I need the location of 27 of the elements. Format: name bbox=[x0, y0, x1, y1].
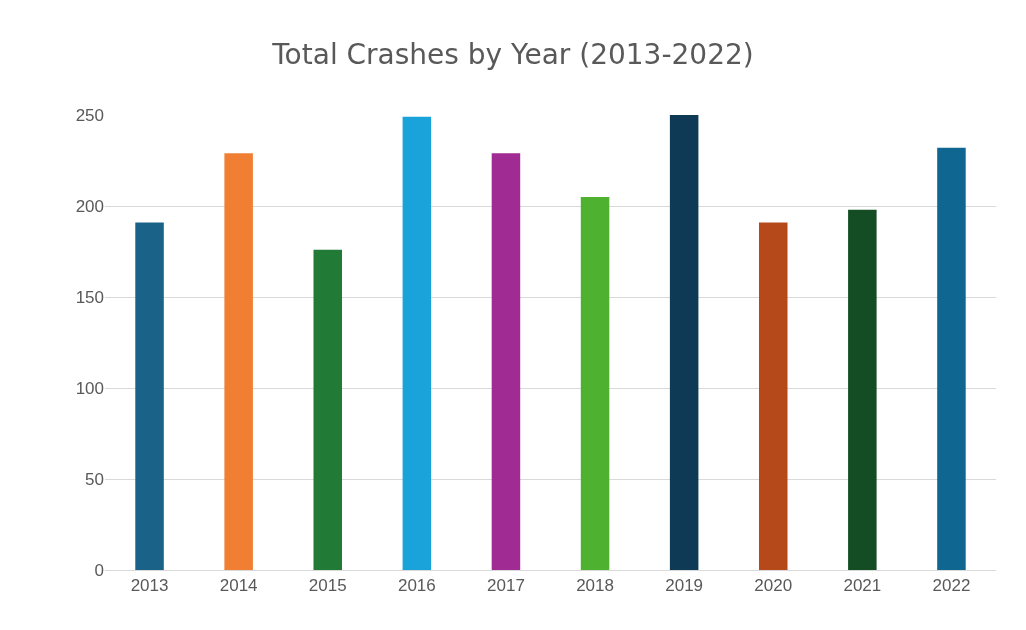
bar bbox=[580, 196, 610, 570]
chart-title: Total Crashes by Year (2013-2022) bbox=[271, 37, 754, 71]
x-tick-label: 2021 bbox=[843, 576, 882, 596]
bar bbox=[402, 116, 432, 570]
bar bbox=[313, 249, 343, 570]
x-tick-label: 2022 bbox=[932, 576, 971, 596]
x-tick-label: 2015 bbox=[308, 576, 347, 596]
bar bbox=[848, 209, 877, 570]
bar bbox=[937, 147, 966, 570]
x-tick-label: 2013 bbox=[130, 576, 169, 596]
y-tick-label: 0 bbox=[94, 560, 104, 580]
x-tick-label: 2020 bbox=[754, 576, 793, 596]
bar bbox=[135, 222, 164, 570]
y-tick-label: 250 bbox=[75, 105, 104, 125]
x-tick-label: 2017 bbox=[487, 576, 525, 596]
y-tick-label: 150 bbox=[75, 287, 104, 307]
bar bbox=[491, 153, 521, 570]
bar bbox=[224, 153, 253, 570]
bar bbox=[669, 115, 699, 570]
y-tick-label: 50 bbox=[85, 469, 104, 489]
y-tick-label: 100 bbox=[75, 378, 104, 398]
x-tick-label: 2014 bbox=[219, 576, 258, 596]
y-tick-label: 200 bbox=[75, 196, 104, 216]
x-tick-label: 2018 bbox=[576, 576, 614, 596]
x-tick-label: 2016 bbox=[397, 576, 436, 596]
x-tick-label: 2019 bbox=[665, 576, 704, 596]
bar bbox=[758, 222, 788, 570]
